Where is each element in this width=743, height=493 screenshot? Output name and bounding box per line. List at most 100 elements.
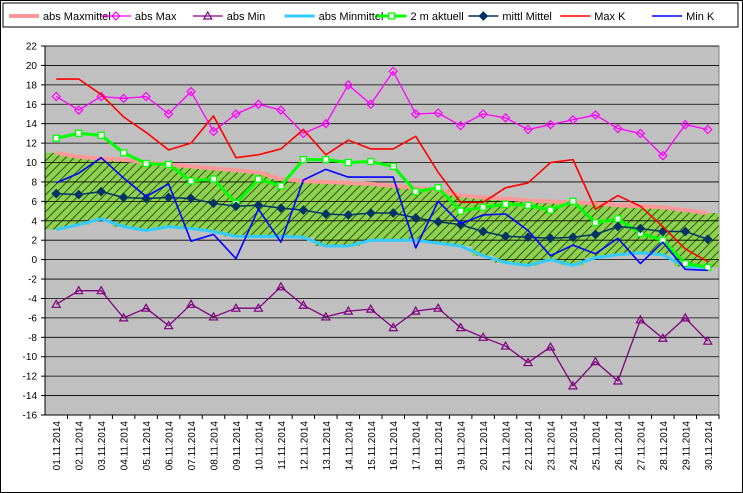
x-tick-label: 10.11.2014 [254,421,265,471]
data-point [299,155,308,164]
data-point [163,109,174,119]
y-tick-label: 2 [31,236,37,247]
y-tick-label: -16 [23,411,38,422]
series-line [55,131,709,269]
data-point [141,91,151,102]
series-min-k [55,156,708,272]
data-point [590,356,601,366]
data-point [500,113,511,123]
data-point [209,175,218,183]
data-point [186,86,196,97]
y-tick-label: 8 [31,177,37,188]
x-tick-label: 16.11.2014 [389,421,400,471]
band-segment [539,201,562,260]
series-max-k [56,78,709,263]
data-point [275,281,286,291]
y-tick-label: 14 [26,119,38,130]
data-point [478,109,488,119]
legend-box [2,2,739,28]
data-point [569,197,577,206]
data-point [163,192,174,203]
x-tick-label: 15.11.2014 [367,421,378,471]
band-segment [674,210,697,267]
legend-entry-mittl-mittel: mittl Mittel [468,11,552,23]
data-point [591,219,600,227]
data-point [231,109,241,119]
x-axis-ticks: 01.11.2014 02.11.2014 03.11.2014 04.11.2014… [52,415,720,471]
x-tick-label: 02.11.2014 [75,421,86,471]
series-line [55,156,708,272]
data-point [73,189,84,200]
x-tick-label: 01.11.2014 [52,421,63,471]
series-abs-minmittel [55,217,708,269]
y-tick-label: -14 [23,391,38,402]
x-tick-label: 25.11.2014 [591,421,602,471]
x-tick-label: 05.11.2014 [142,421,153,471]
data-point [680,226,691,237]
data-point [388,208,399,218]
y-tick-label: 18 [26,80,38,91]
legend-marker [387,12,396,20]
series-mittl-mittel [51,186,713,245]
x-tick-label: 22.11.2014 [524,421,535,471]
data-point [73,105,84,115]
legend-marker [202,10,213,20]
data-point [185,299,197,308]
y-tick-label: -6 [28,313,37,324]
legend-label: mittl Mittel [502,11,552,23]
x-tick-label: 09.11.2014 [232,421,243,471]
y-tick-label: 22 [26,42,38,53]
data-point [522,357,534,367]
data-point [52,134,60,142]
data-point [635,128,646,139]
legend-entry-abs-minmittel: abs Minmittel [284,11,384,23]
data-point [253,302,264,312]
data-point [320,118,331,129]
legend-entry-max-k: Max K [560,11,626,23]
data-point [410,305,421,315]
band-segment [426,189,450,244]
data-point [142,159,150,168]
data-point [478,226,488,237]
data-point [119,149,128,157]
x-tick-label: 30.11.2014 [704,421,715,471]
data-point [545,233,556,244]
legend-entry-abs-maxmittel: abs Maxmittel [9,11,111,23]
x-tick-label: 18.11.2014 [434,421,445,471]
data-point [186,193,196,204]
x-tick-label: 20.11.2014 [479,421,490,471]
data-point [657,150,668,161]
data-point [433,302,444,312]
series-line [55,217,708,269]
y-tick-label: -10 [23,352,38,363]
x-tick-label: 23.11.2014 [547,421,558,471]
data-point [702,124,713,135]
data-point [253,99,264,110]
legend-entry-abs-max: abs Max [100,11,177,23]
legend-marker [111,11,121,21]
y-tick-label: -12 [23,372,38,383]
data-point [412,188,420,196]
data-point [410,109,421,119]
data-point [389,162,397,171]
data-point [681,259,689,268]
y-tick-label: 4 [31,216,37,227]
legend-label: abs Minmittel [319,11,384,23]
data-point [208,126,219,137]
series-line [56,78,709,263]
data-point [635,314,646,324]
band-segment [494,198,517,263]
x-tick-label: 08.11.2014 [210,421,221,471]
x-tick-label: 24.11.2014 [569,421,580,471]
x-tick-label: 17.11.2014 [412,421,423,471]
data-point [96,186,107,197]
y-tick-label: 10 [26,158,38,169]
x-tick-label: 07.11.2014 [187,421,198,471]
data-point [367,157,375,166]
data-point [500,231,511,242]
legend-label: Min K [686,11,715,23]
data-point [388,322,399,332]
data-point [523,124,533,135]
